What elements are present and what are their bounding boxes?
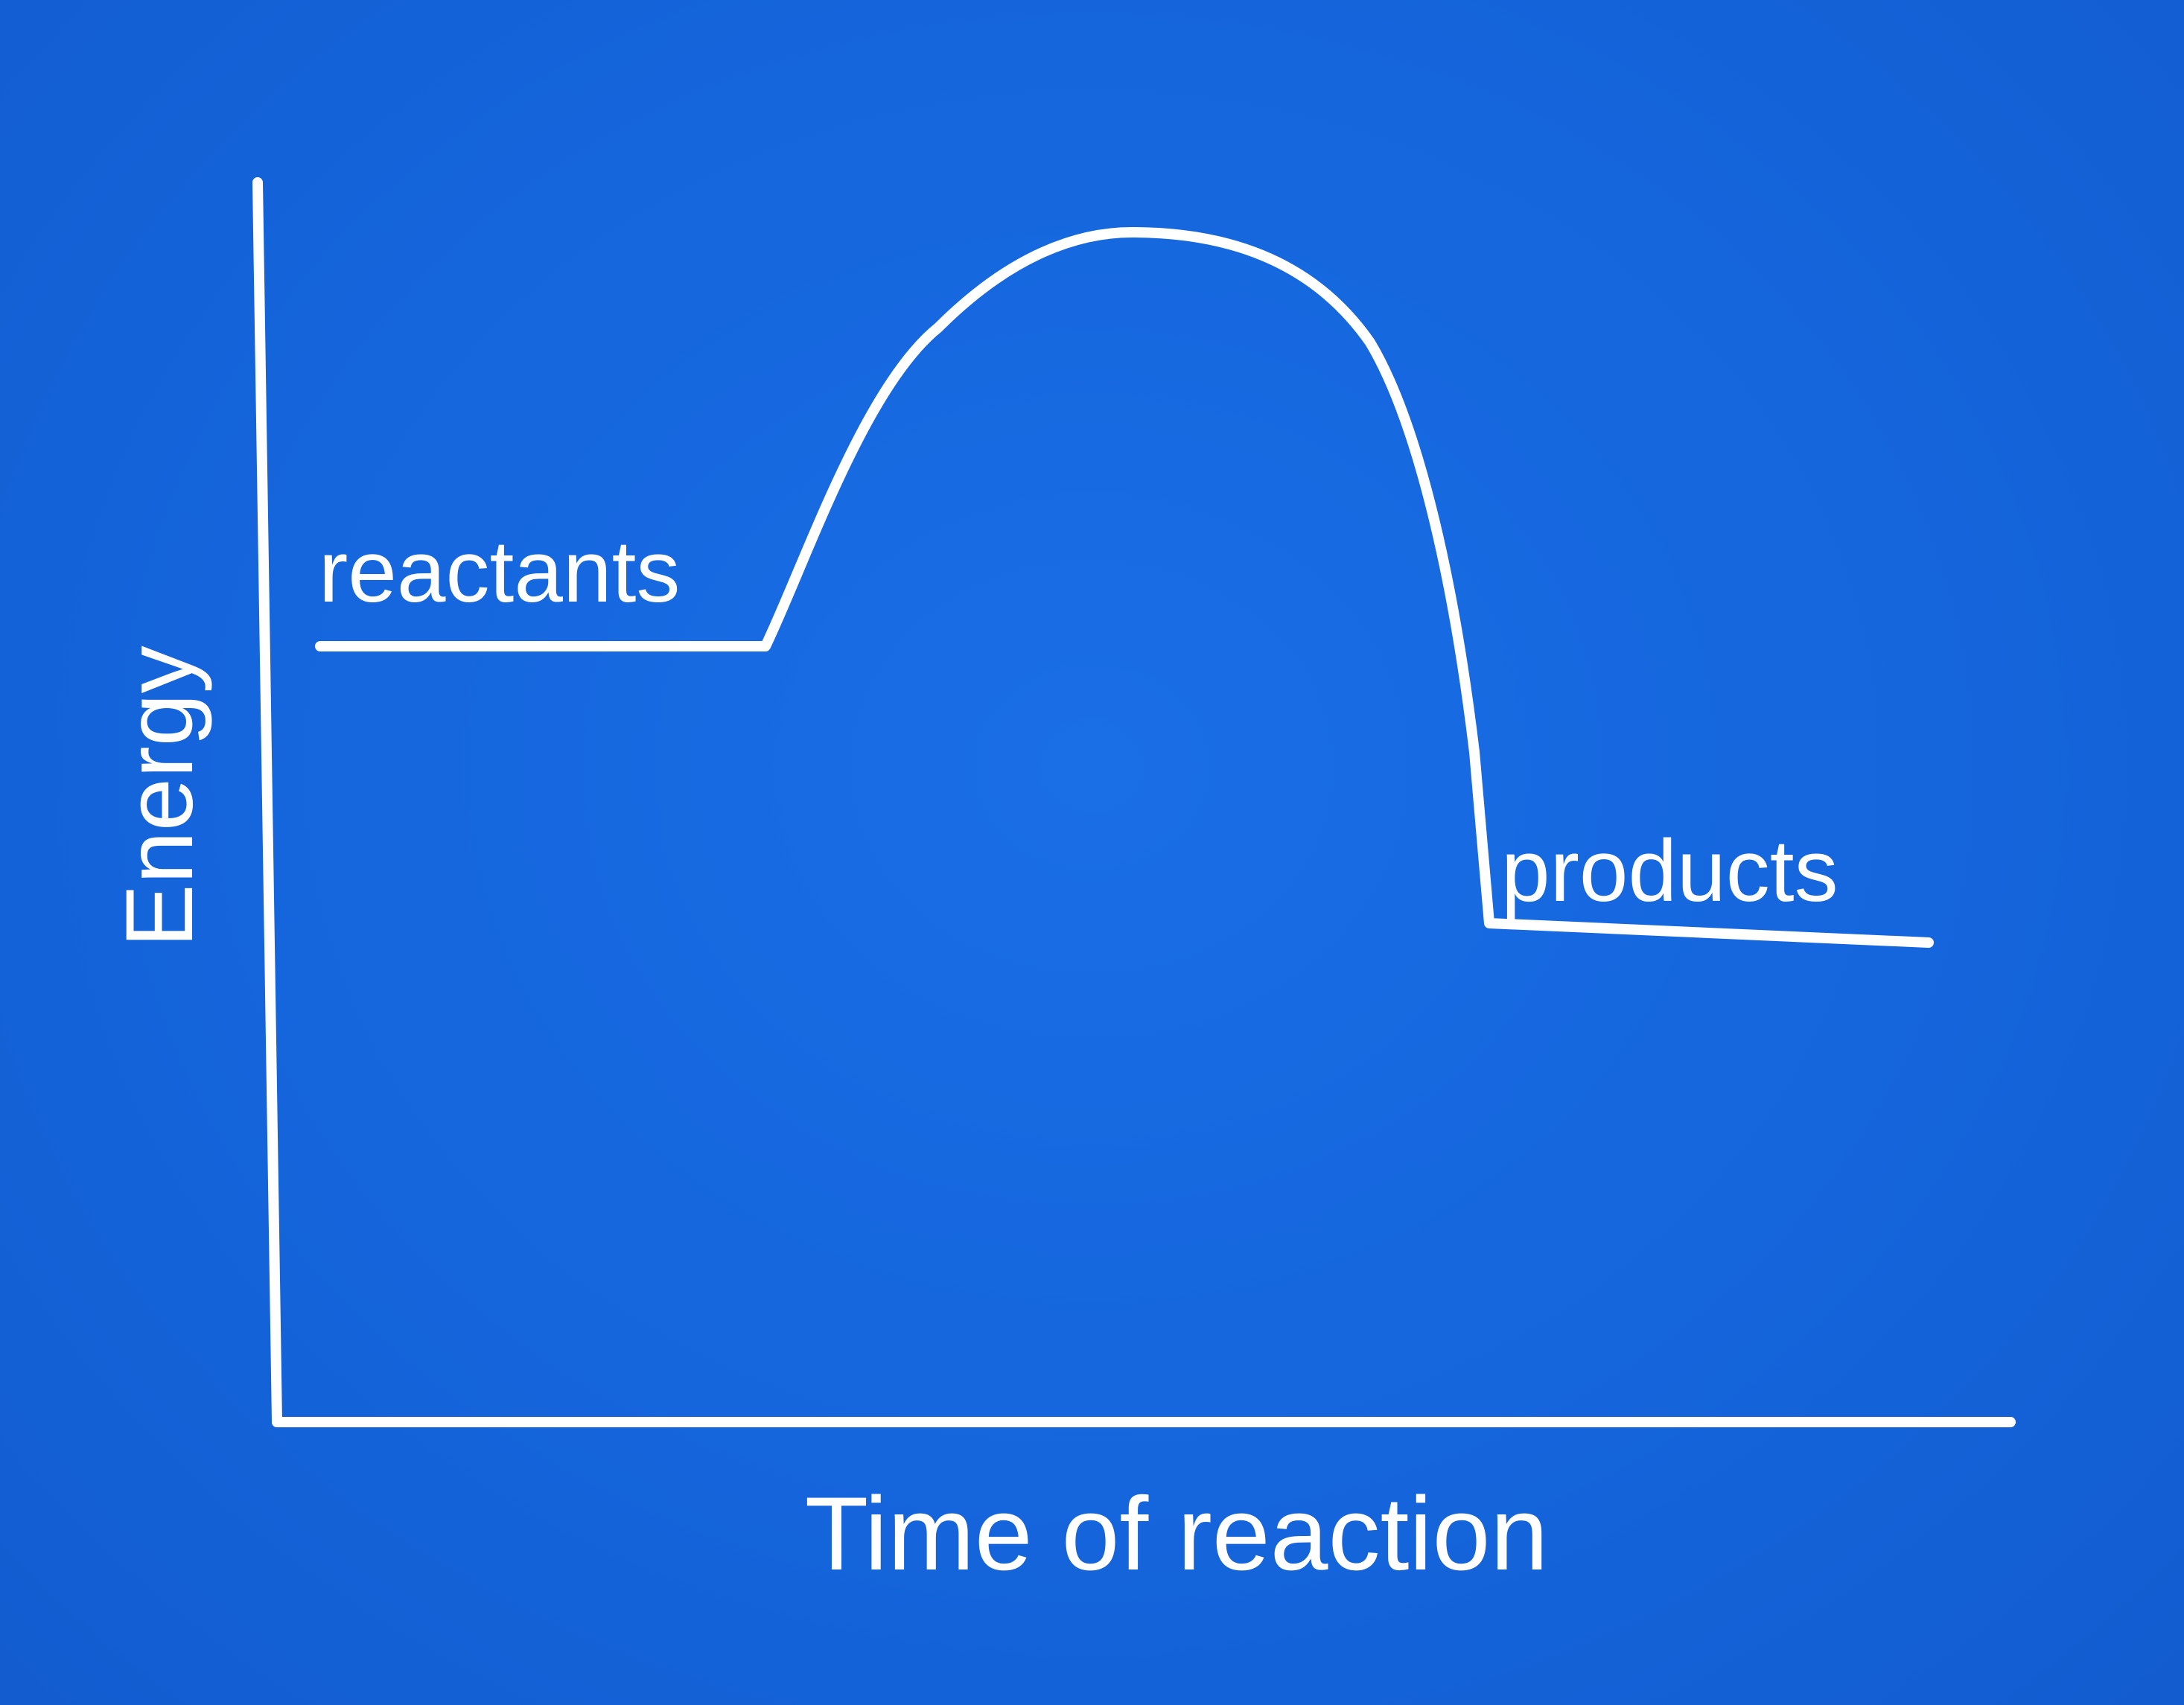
reactants-label: reactants: [319, 523, 680, 621]
x-axis-label: Time of reaction: [805, 1475, 1549, 1592]
energy-curve: [315, 227, 1934, 948]
y-axis-label: Energy: [106, 646, 213, 948]
y-axis: [252, 177, 282, 1427]
products-label: products: [1501, 822, 1838, 920]
